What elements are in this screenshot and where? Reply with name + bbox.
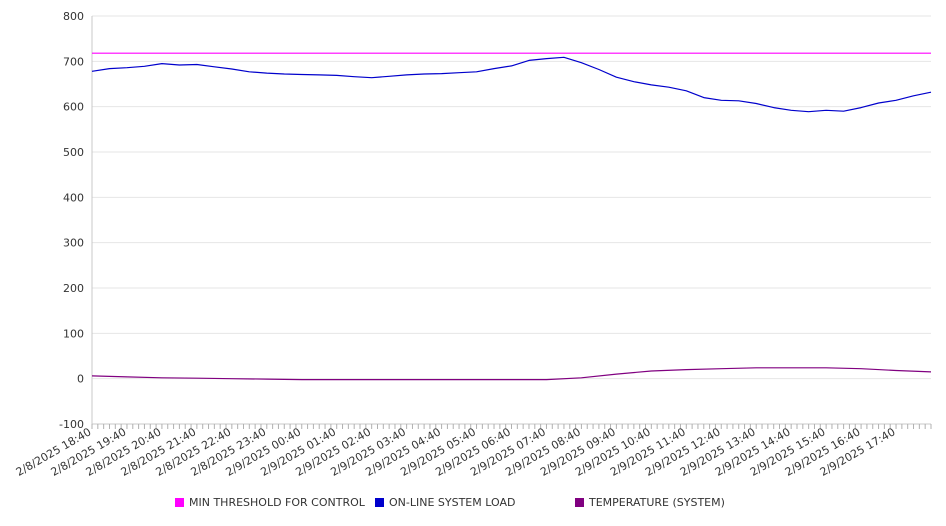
x-axis-ticks: 2/8/2025 18:402/8/2025 19:402/8/2025 20:… [14, 424, 932, 479]
legend-swatch-temperature [575, 498, 584, 507]
legend-label-temperature: TEMPERATURE (SYSTEM) [589, 496, 725, 509]
series-line-2 [91, 367, 932, 381]
y-tick-label: 700 [63, 55, 84, 68]
y-tick-label: 200 [63, 282, 84, 295]
y-tick-label: -100 [59, 418, 84, 431]
y-tick-label: 800 [63, 10, 84, 23]
legend-item-temperature: TEMPERATURE (SYSTEM) [575, 496, 725, 509]
legend-item-min-threshold: MIN THRESHOLD FOR CONTROL [175, 496, 365, 509]
legend-label-system-load: ON-LINE SYSTEM LOAD [389, 496, 516, 509]
grid [92, 15, 931, 425]
legend-label-min-threshold: MIN THRESHOLD FOR CONTROL [189, 496, 365, 509]
y-tick-label: 300 [63, 237, 84, 250]
y-tick-label: 600 [63, 101, 84, 114]
series-lines [91, 52, 932, 381]
series-line-1 [91, 56, 932, 113]
y-axis-ticks: -100 0 100 200 300 400 500 600 700 800 [59, 10, 84, 431]
y-tick-label: 0 [77, 373, 84, 386]
legend-swatch-system-load [375, 498, 384, 507]
y-tick-label: 400 [63, 191, 84, 204]
legend-item-system-load: ON-LINE SYSTEM LOAD [375, 496, 515, 509]
legend-swatch-min-threshold [175, 498, 184, 507]
y-tick-label: 100 [63, 327, 84, 340]
y-tick-label: 500 [63, 146, 84, 159]
legend: MIN THRESHOLD FOR CONTROL ON-LINE SYSTEM… [0, 496, 946, 516]
axes [91, 16, 931, 425]
